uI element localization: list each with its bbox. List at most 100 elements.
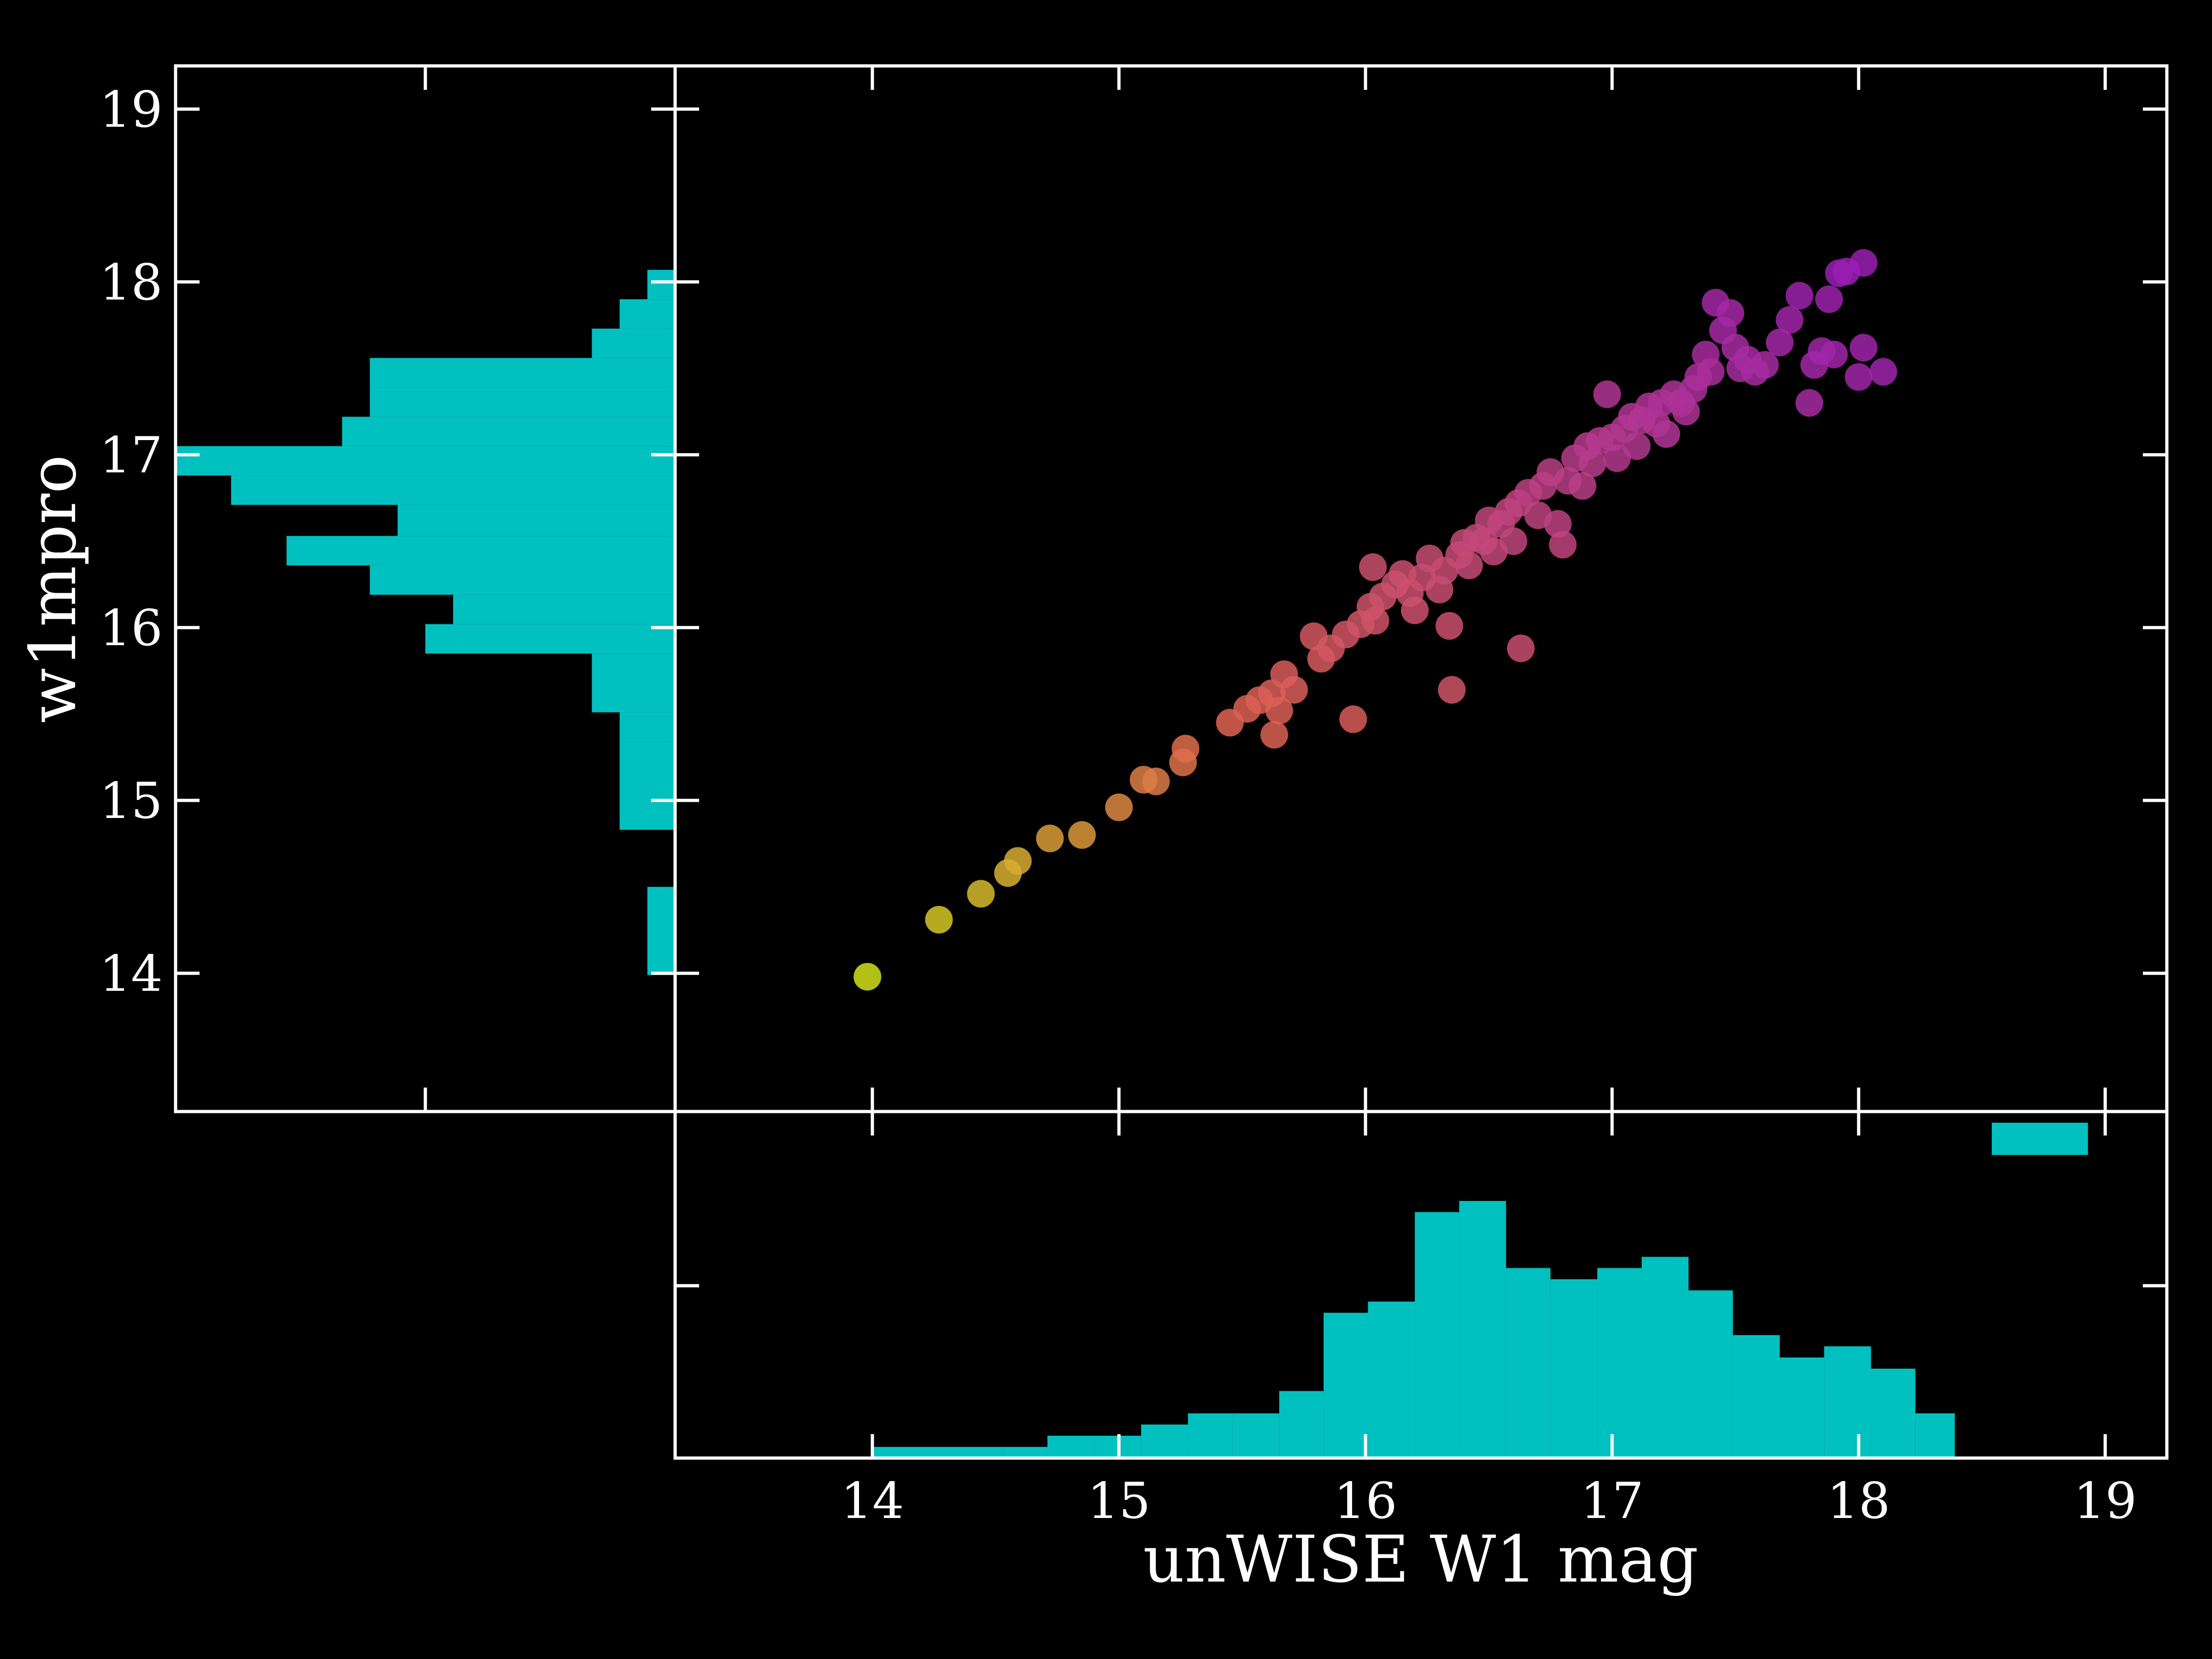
bottom-hist-bar: [1324, 1312, 1368, 1458]
scatter-point: [1849, 334, 1877, 362]
scatter-point: [1004, 847, 1032, 875]
scatter-point: [1716, 299, 1744, 327]
scatter-point: [1435, 612, 1464, 640]
scatter-point: [1455, 551, 1483, 579]
scatter-point: [1105, 793, 1133, 821]
x-tick-label: 14: [841, 1472, 904, 1530]
scatter-point: [1849, 249, 1877, 277]
x-axis-label: unWISE W1 mag: [1143, 1522, 1698, 1597]
bottom-hist-bar: [1415, 1212, 1459, 1458]
y-tick-label: 15: [100, 772, 163, 830]
scatter-point: [1568, 472, 1596, 500]
left-hist-bar: [647, 270, 675, 300]
bottom-hist-bar: [1550, 1279, 1598, 1458]
x-tick-label: 16: [1334, 1472, 1397, 1530]
left-hist-bar: [342, 417, 675, 447]
y-axis-tick-labels: 14 15 16 17 18 19: [100, 81, 163, 1003]
bottom-hist-bar: [1141, 1424, 1188, 1458]
scatter-point: [1265, 696, 1293, 724]
scatter-point: [1765, 329, 1794, 357]
scatter-point: [1785, 282, 1813, 310]
left-hist-bar: [370, 358, 675, 388]
bottom-hist-bar: [1003, 1447, 1047, 1458]
left-hist-bar: [619, 741, 675, 830]
scatter-point: [1776, 306, 1804, 334]
bottom-hist-bar: [1232, 1413, 1279, 1458]
scatter-points: [853, 249, 1897, 991]
bottom-hist-bar: [1915, 1413, 1955, 1458]
scatter-point: [1500, 527, 1528, 555]
scatter-point: [1549, 530, 1577, 559]
scatter-point: [1652, 420, 1680, 448]
left-hist-bar: [370, 387, 675, 417]
scatter-point: [925, 906, 953, 934]
scatter-point: [1359, 553, 1387, 581]
scatter-point: [1280, 676, 1308, 704]
left-hist-bar: [619, 299, 675, 329]
scatter-point: [1339, 705, 1367, 733]
left-hist-bar: [592, 329, 675, 358]
left-hist-bar: [619, 712, 675, 742]
x-tick-label: 19: [2074, 1472, 2137, 1530]
x-tick-label: 18: [1827, 1472, 1890, 1530]
scatter-point: [1820, 341, 1848, 369]
scatter-point: [1623, 432, 1651, 460]
bottom-hist-bar: [1871, 1368, 1916, 1458]
left-hist-bar: [397, 505, 675, 536]
scatter-point: [1361, 606, 1389, 635]
left-marginal-histogram: [176, 270, 675, 975]
y-tick-label: 17: [100, 427, 163, 484]
bottom-hist-bar: [1641, 1257, 1689, 1458]
scatter-point: [1036, 824, 1064, 853]
left-hist-bar: [592, 653, 675, 712]
bottom-hist-bar: [1459, 1201, 1506, 1458]
left-hist-bar: [453, 594, 675, 624]
scatter-point: [1544, 510, 1572, 538]
scatter-point: [1578, 449, 1606, 477]
scatter-point: [1438, 676, 1466, 704]
y-tick-label: 19: [100, 81, 163, 139]
scatter-point: [1751, 351, 1779, 379]
x-tick-label: 15: [1087, 1472, 1150, 1530]
bottom-hist-bar: [1506, 1268, 1551, 1458]
scatter-point: [1593, 380, 1621, 408]
left-hist-bar: [370, 565, 675, 595]
left-hist-bar: [176, 446, 675, 476]
scatter-point: [1845, 363, 1873, 391]
scatter-point: [1507, 634, 1535, 662]
bottom-hist-bar: [1779, 1357, 1824, 1458]
bottom-hist-bar: [1047, 1435, 1094, 1458]
bottom-hist-bar: [1733, 1335, 1780, 1458]
scatter-point: [1142, 767, 1170, 795]
scatter-point: [853, 963, 882, 991]
axis-ticks: [176, 66, 2167, 1458]
scatter-point: [1815, 285, 1843, 313]
scatter-point: [1260, 721, 1288, 749]
y-axis-label: w1mpro: [16, 455, 91, 724]
bottom-hist-bar: [1279, 1391, 1324, 1458]
bottom-hist-bar: [1597, 1268, 1642, 1458]
left-hist-bar: [647, 887, 675, 975]
y-tick-label: 14: [100, 945, 163, 1003]
left-hist-bar: [425, 624, 675, 654]
x-axis-tick-labels: 14 15 16 17 18 19: [841, 1472, 2137, 1530]
scatter-point: [1068, 821, 1096, 849]
bottom-hist-bar: [1368, 1301, 1415, 1458]
scatter-point: [1697, 358, 1725, 386]
scatter-point: [1171, 735, 1200, 763]
bottom-hist-bar: [1992, 1123, 2088, 1155]
x-tick-label: 17: [1580, 1472, 1643, 1530]
y-tick-label: 16: [100, 600, 163, 657]
scatter-point: [1869, 358, 1897, 386]
scatter-point: [1672, 398, 1700, 426]
bottom-hist-bar: [1688, 1290, 1733, 1458]
bottom-hist-bar: [872, 1447, 1003, 1458]
left-hist-bar: [286, 536, 675, 565]
y-tick-label: 18: [100, 254, 163, 312]
bottom-hist-bar: [1188, 1413, 1233, 1458]
scatter-point: [967, 880, 995, 908]
bottom-marginal-histogram: [872, 1123, 2088, 1458]
scatter-point: [1401, 596, 1429, 624]
scatter-point: [1795, 389, 1824, 417]
